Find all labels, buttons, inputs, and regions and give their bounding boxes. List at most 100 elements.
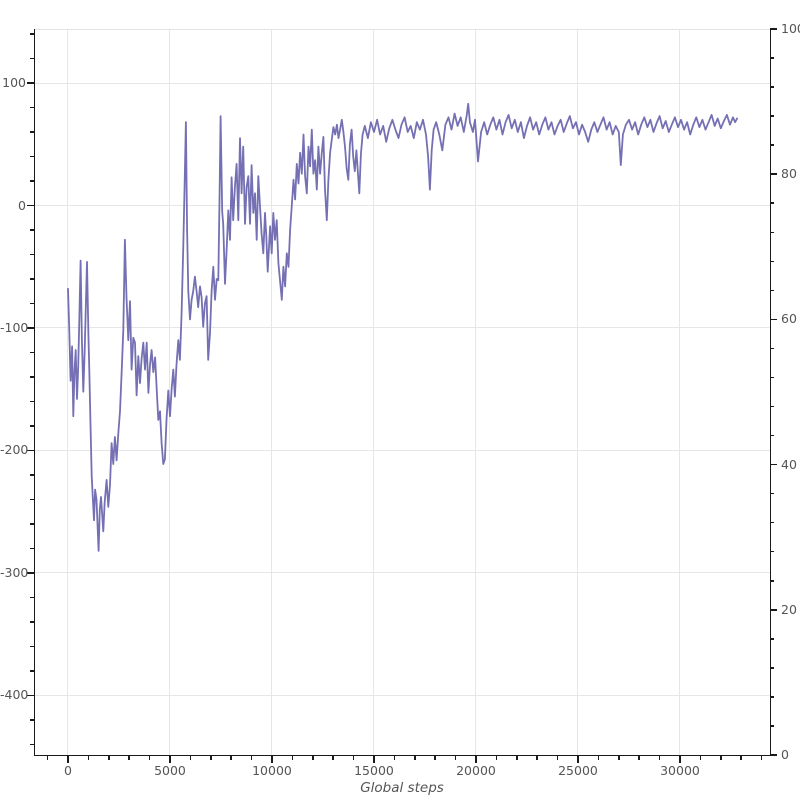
x-minor-tick [108, 756, 110, 760]
y-left-minor-tick [30, 547, 34, 550]
x-minor-tick [87, 756, 90, 760]
y-left-minor-tick [30, 400, 34, 403]
x-axis-label: Global steps [360, 780, 444, 796]
y-left-minor-tick [30, 474, 34, 476]
y-left-minor-tick [30, 253, 34, 256]
y-left-minor-tick [30, 180, 34, 182]
y-right-tick-label: 20 [781, 601, 797, 617]
x-minor-tick [291, 756, 294, 760]
x-minor-tick [618, 756, 620, 760]
x-major-tick [679, 756, 681, 763]
y-right-tick-label: 80 [781, 166, 797, 182]
x-minor-tick [250, 756, 253, 760]
x-tick-label: 10000 [252, 763, 292, 778]
y-left-tick-label: -200 [0, 442, 29, 458]
y-gridline [35, 694, 770, 696]
y-right-major-tick [770, 609, 777, 611]
y-right-minor-tick [770, 144, 774, 146]
y-right-minor-tick [770, 289, 774, 292]
x-major-tick [67, 756, 69, 763]
y-right-minor-tick [770, 521, 774, 524]
plot-area [35, 29, 770, 755]
x-minor-tick [740, 756, 742, 760]
y-left-minor-tick [30, 229, 34, 231]
x-gridline [577, 29, 579, 755]
x-minor-tick [393, 756, 396, 760]
y-right-minor-tick [770, 725, 774, 727]
x-minor-tick [454, 756, 457, 760]
x-gridline [373, 29, 375, 755]
x-minor-tick [597, 756, 600, 760]
y-right-minor-tick [770, 347, 774, 350]
top-spine [34, 28, 771, 30]
y-gridline [35, 205, 770, 206]
y-right-minor-tick [770, 667, 774, 669]
y-gridline [35, 82, 770, 84]
y-left-tick-label: -100 [0, 319, 29, 335]
y-left-major-tick [27, 449, 34, 452]
x-major-tick [271, 756, 273, 763]
y-left-minor-tick [30, 155, 34, 158]
x-minor-tick [699, 756, 702, 760]
x-gridline [67, 29, 69, 755]
y-left-minor-tick [30, 498, 34, 501]
left-spine [33, 29, 35, 756]
y-left-tick-label: 0 [18, 197, 26, 213]
right-spine [769, 29, 771, 756]
y-left-minor-tick [30, 645, 34, 648]
y-right-major-tick [770, 173, 777, 175]
y-right-minor-tick [770, 550, 774, 553]
y-right-minor-tick [770, 231, 774, 234]
x-major-tick [475, 756, 477, 763]
y-right-major-tick [770, 754, 777, 756]
y-right-tick-label: 60 [781, 311, 797, 327]
y-right-major-tick [770, 318, 777, 321]
y-left-minor-tick [30, 621, 34, 623]
y-left-minor-tick [30, 425, 34, 427]
y-right-minor-tick [770, 580, 774, 582]
x-minor-tick [658, 756, 661, 760]
y-right-tick-label: 0 [781, 747, 789, 762]
y-left-minor-tick [30, 743, 34, 746]
y-right-minor-tick [770, 696, 774, 698]
x-tick-label: 20000 [456, 763, 496, 778]
y-left-tick-label: -300 [0, 564, 29, 580]
y-right-minor-tick [770, 57, 774, 59]
y-right-minor-tick [770, 405, 774, 408]
y-left-minor-tick [30, 33, 34, 35]
x-minor-tick [230, 756, 232, 760]
y-left-minor-tick [30, 131, 34, 133]
y-left-minor-tick [30, 278, 34, 280]
x-minor-tick [434, 756, 436, 760]
x-minor-tick [332, 756, 334, 760]
x-gridline [169, 29, 171, 755]
x-gridline [475, 29, 477, 755]
x-gridline [679, 29, 681, 755]
x-tick-label: 15000 [354, 763, 394, 778]
y-right-minor-tick [770, 86, 774, 88]
y-right-minor-tick [770, 638, 774, 640]
x-minor-tick [414, 756, 416, 760]
x-minor-tick [638, 756, 640, 760]
y-right-minor-tick [770, 376, 774, 379]
y-left-minor-tick [30, 376, 34, 378]
x-tick-label: 25000 [558, 763, 598, 778]
line-series-canvas [67, 102, 738, 552]
y-left-tick-label: 100 [2, 75, 26, 91]
y-right-minor-tick [770, 434, 774, 437]
y-left-minor-tick [30, 351, 34, 354]
y-left-major-tick [27, 327, 34, 329]
bottom-spine [33, 754, 771, 756]
x-tick-label: 30000 [660, 763, 700, 778]
y-left-minor-tick [30, 57, 34, 60]
x-major-tick [373, 756, 375, 763]
x-minor-tick [760, 756, 763, 760]
y-right-major-tick [770, 463, 777, 466]
y-gridline [35, 327, 770, 329]
x-minor-tick [516, 756, 518, 760]
y-right-minor-tick [770, 115, 774, 117]
y-right-minor-tick [770, 202, 774, 204]
x-minor-tick [556, 756, 559, 760]
y-left-minor-tick [30, 523, 34, 525]
